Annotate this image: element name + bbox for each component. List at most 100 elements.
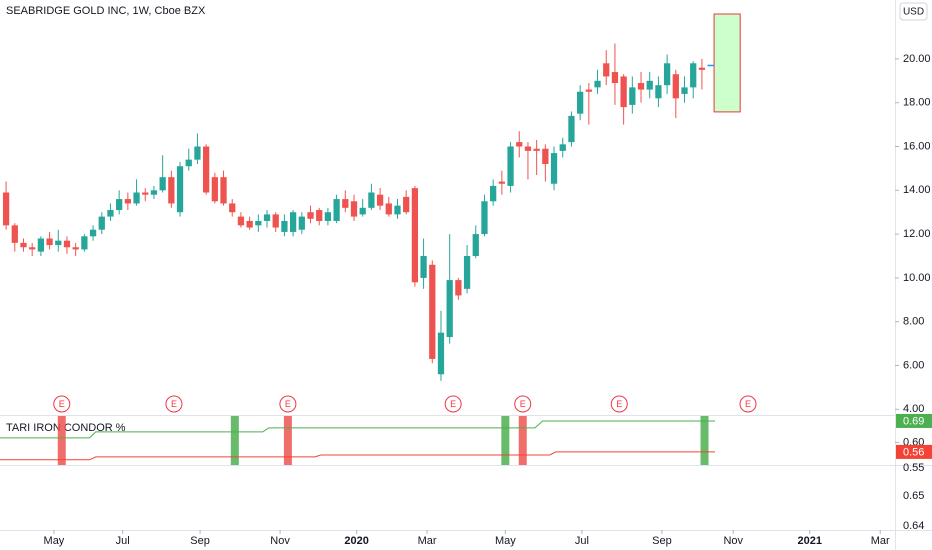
currency-box[interactable] <box>899 2 928 21</box>
candle-body <box>368 192 375 208</box>
candle <box>516 131 523 158</box>
candle-body <box>246 220 253 228</box>
candle <box>55 229 62 252</box>
earnings-label[interactable]: E <box>59 399 65 409</box>
candle <box>255 214 262 232</box>
candle <box>229 199 236 217</box>
candle-body <box>603 63 610 77</box>
candle-body <box>203 146 210 193</box>
candle <box>20 238 27 252</box>
candle <box>429 260 436 364</box>
candle <box>237 212 245 228</box>
y-tick-label: 14.00 <box>903 184 931 196</box>
candle-body <box>324 212 332 221</box>
candle <box>298 212 305 235</box>
candle <box>411 185 419 287</box>
candle-body <box>333 199 340 221</box>
candle-body <box>46 238 53 246</box>
candle <box>568 111 575 147</box>
candle <box>681 76 688 103</box>
candle <box>211 172 218 204</box>
y-tick-label: 12.00 <box>903 228 931 240</box>
signal-band <box>283 416 292 465</box>
candle <box>533 139 540 175</box>
candle <box>446 234 453 344</box>
last-value-tag <box>896 444 932 459</box>
candle <box>394 199 401 219</box>
candle <box>594 69 601 94</box>
signal-band <box>700 416 709 465</box>
candle-body <box>524 146 532 151</box>
candle-body <box>637 83 645 90</box>
earnings-label[interactable]: E <box>745 399 751 409</box>
candle <box>637 72 645 103</box>
y-tick-label: 18.00 <box>903 97 931 109</box>
y-tick-label: 10.00 <box>903 272 931 284</box>
lower-axis-label: 0.55 <box>903 462 924 474</box>
lower-axis-label: 0.64 <box>903 520 924 532</box>
candle-body <box>350 201 358 217</box>
candle-body <box>307 212 314 219</box>
x-tick-label: 2021 <box>798 535 822 547</box>
earnings-marker[interactable] <box>165 395 183 413</box>
candle-body <box>376 194 384 206</box>
candle-body <box>655 85 662 99</box>
earnings-marker[interactable] <box>739 395 757 413</box>
candle <box>559 137 566 158</box>
earnings-marker[interactable] <box>610 395 628 413</box>
signal-band <box>518 416 527 465</box>
candle <box>176 161 184 217</box>
candle-body <box>72 247 79 250</box>
candle <box>72 242 79 257</box>
last-value-label: 0.69 <box>903 415 924 427</box>
candle-body <box>585 89 592 92</box>
earnings-label[interactable]: E <box>285 399 291 409</box>
currency[interactable]: USD <box>903 7 924 18</box>
candle <box>359 199 366 217</box>
candle <box>159 155 166 193</box>
earnings-label[interactable]: E <box>520 399 526 409</box>
candle-body <box>481 201 488 235</box>
candle <box>463 245 471 294</box>
candle-body <box>359 207 366 215</box>
candle-body <box>316 210 323 221</box>
earnings-label[interactable]: E <box>450 399 456 409</box>
signal-band <box>57 416 66 465</box>
candle-body <box>220 177 227 204</box>
earnings-label[interactable]: E <box>616 399 622 409</box>
candle <box>481 194 488 237</box>
earnings-marker[interactable] <box>53 395 71 413</box>
candle <box>37 236 45 257</box>
candle <box>490 179 497 206</box>
range-box <box>713 13 741 113</box>
candle-body <box>255 220 262 226</box>
earnings-label[interactable]: E <box>171 399 177 409</box>
y-tick-label: 16.00 <box>903 140 931 152</box>
candle-body <box>559 144 566 151</box>
candle <box>376 188 384 211</box>
candle-body <box>11 225 18 243</box>
candle <box>603 50 610 86</box>
candle <box>629 76 636 114</box>
lower-axis-label: 0.65 <box>903 490 924 502</box>
earnings-marker[interactable] <box>444 395 462 413</box>
candle-body <box>385 203 392 215</box>
candle-body <box>342 199 349 208</box>
earnings-marker[interactable] <box>279 395 297 413</box>
candle-body <box>89 229 97 237</box>
candle <box>46 231 53 250</box>
candle-body <box>281 220 288 232</box>
candle-body <box>646 80 653 90</box>
candle <box>472 225 479 259</box>
candle <box>11 223 18 252</box>
x-tick-label: May <box>44 535 65 547</box>
candle-body <box>620 76 627 108</box>
earnings-marker[interactable] <box>514 395 532 413</box>
x-tick-label: Sep <box>652 535 672 547</box>
candle-body <box>237 216 245 226</box>
candle-body <box>455 280 462 296</box>
candle <box>385 196 392 217</box>
candle <box>324 207 332 226</box>
candle-body <box>159 177 166 191</box>
candle <box>185 148 192 171</box>
